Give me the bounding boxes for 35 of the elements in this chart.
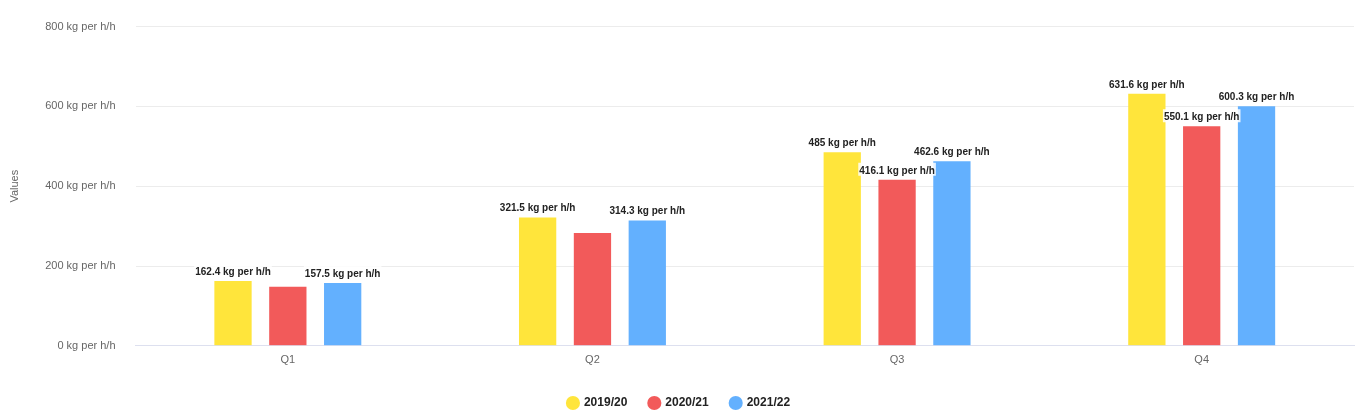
y-tick-label: 200 kg per h/h: [45, 259, 116, 272]
data-label: 314.3 kg per h/h: [609, 205, 686, 217]
data-label: 157.5 kg per h/h: [304, 267, 381, 279]
y-tick-label: 800 kg per h/h: [45, 19, 116, 32]
bar: [1183, 126, 1221, 346]
x-tick-label: Q3: [889, 353, 905, 366]
bar: [214, 281, 252, 346]
x-tick-label: Q4: [1194, 353, 1210, 366]
bar: [324, 282, 362, 346]
bar: [573, 232, 612, 346]
x-tick-label: Q2: [585, 353, 600, 366]
y-axis-title: Values: [7, 169, 20, 203]
legend-label: 2021/22: [746, 395, 791, 410]
data-label: 600.3 kg per h/h: [1218, 91, 1295, 103]
y-tick-label: 0 kg per h/h: [57, 338, 116, 351]
data-label: 631.6 kg per h/h: [1109, 78, 1185, 90]
data-label: 416.1 kg per h/h: [859, 164, 935, 176]
bar: [1128, 93, 1166, 346]
bar: [628, 220, 666, 346]
y-tick-label: 400 kg per h/h: [45, 179, 116, 192]
bar: [1237, 106, 1276, 346]
legend-label: 2019/20: [583, 395, 628, 410]
y-tick-label: 600 kg per h/h: [45, 99, 116, 112]
data-label: 485 kg per h/h: [808, 137, 876, 149]
x-tick-label: Q1: [280, 353, 296, 366]
data-label: 162.4 kg per h/h: [195, 265, 271, 277]
data-label: 462.6 kg per h/h: [914, 145, 990, 157]
data-label: 321.5 kg per h/h: [499, 202, 576, 214]
bar: [269, 286, 307, 346]
data-label: 550.1 kg per h/h: [1163, 111, 1240, 123]
bar: [823, 152, 861, 346]
legend-label: 2020/21: [665, 395, 710, 410]
bar: [878, 179, 916, 346]
bar: [933, 161, 971, 346]
bar: [518, 217, 557, 346]
